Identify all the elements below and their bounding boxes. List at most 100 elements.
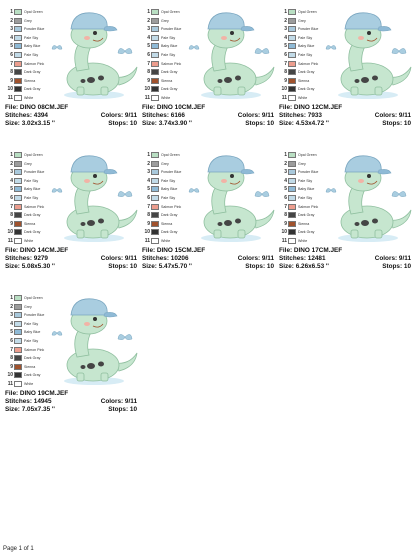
color-name: Dark Gray (24, 373, 41, 378)
color-number: 1 (147, 152, 150, 158)
color-name: White (24, 239, 34, 243)
color-name: Baby Blue (24, 44, 41, 49)
color-row: 6 Pale Sky (281, 194, 312, 202)
color-number: 9 (147, 220, 150, 227)
color-number: 9 (147, 77, 150, 84)
color-swatch (288, 52, 296, 58)
color-number: 8 (10, 212, 13, 219)
stitches: Stitches: 9279 (5, 255, 48, 262)
color-number: 8 (10, 355, 13, 362)
color-number: 2 (284, 17, 287, 24)
size: Size: 4.53x4.72 '' (279, 120, 329, 127)
color-row: 11 White (281, 94, 307, 102)
color-row: 1 Opal Green (144, 151, 180, 159)
color-name: Baby Blue (24, 187, 41, 192)
color-swatch (14, 295, 22, 301)
color-name: White (161, 96, 171, 100)
color-number: 10 (144, 229, 150, 236)
color-number: 7 (284, 60, 287, 67)
color-name: Sienna (161, 78, 173, 83)
color-name: Dark Gray (298, 87, 315, 92)
color-row: 4 Pale Sky (144, 177, 175, 185)
color-number: 9 (284, 220, 287, 227)
stops: Stops: 10 (245, 120, 274, 127)
color-number: 8 (284, 69, 287, 76)
color-swatch (14, 177, 22, 184)
color-name: Dark Gray (161, 213, 178, 218)
color-name: White (298, 96, 308, 100)
color-swatch (14, 381, 22, 387)
color-swatch (151, 238, 159, 244)
color-row: 6 Pale Sky (144, 51, 175, 59)
color-name: Dark Gray (298, 213, 315, 218)
color-name: Opal Green (161, 153, 180, 157)
color-number: 9 (284, 77, 287, 84)
file-name: File: DINO 12CM.JEF (279, 104, 343, 111)
color-number: 1 (10, 152, 13, 158)
color-swatch (151, 52, 159, 58)
stops: Stops: 10 (382, 120, 411, 127)
color-swatch (151, 34, 159, 41)
color-swatch (151, 86, 159, 93)
color-row: 7 Salmon Pink (7, 60, 44, 68)
stitches: Stitches: 10206 (142, 255, 189, 262)
color-row: 5 Baby Blue (281, 185, 314, 193)
color-name: Pale Sky (24, 339, 39, 343)
color-name: Sienna (298, 221, 310, 226)
color-row: 7 Salmon Pink (7, 346, 44, 354)
color-row: 3 Powder Blue (7, 311, 44, 319)
color-name: Salmon Pink (24, 61, 45, 66)
color-number: 2 (147, 17, 150, 24)
color-name: Pale Sky (298, 178, 313, 183)
color-row: 10 Dark Gray (7, 85, 40, 93)
color-name: White (161, 239, 171, 243)
color-number: 11 (7, 381, 13, 387)
color-name: Sienna (161, 221, 173, 226)
color-number: 1 (284, 9, 287, 15)
color-row: 4 Pale Sky (144, 34, 175, 42)
color-name: Powder Blue (24, 170, 45, 175)
color-swatch (151, 69, 159, 76)
color-number: 3 (284, 26, 287, 33)
colors: Colors: 9/11 (374, 112, 411, 119)
color-row: 6 Pale Sky (7, 51, 38, 59)
color-name: Dark Gray (298, 230, 315, 235)
stops: Stops: 10 (382, 263, 411, 270)
color-name: Dark Gray (161, 87, 178, 92)
color-number: 10 (7, 86, 13, 93)
color-swatch (288, 238, 296, 244)
size: Size: 3.02x3.15 '' (5, 120, 55, 127)
color-number: 2 (10, 17, 13, 24)
color-number: 5 (10, 43, 13, 50)
color-number: 4 (10, 177, 13, 184)
colors: Colors: 9/11 (100, 398, 137, 405)
color-row: 9 Sienna (7, 363, 35, 371)
design-card: 1 Opal Green 2 Grey 3 Powder Blue 4 Pale Sky 5 Ba… (5, 291, 139, 423)
color-swatch (14, 238, 22, 244)
color-number: 2 (147, 160, 150, 167)
color-row: 3 Powder Blue (7, 168, 44, 176)
color-row: 6 Pale Sky (7, 337, 38, 345)
color-swatch (288, 186, 296, 193)
color-name: Salmon Pink (298, 204, 319, 209)
size: Size: 3.74x3.90 '' (142, 120, 192, 127)
color-number: 9 (10, 220, 13, 227)
colors: Colors: 9/11 (100, 112, 137, 119)
color-row: 10 Dark Gray (144, 85, 177, 93)
color-name: Salmon Pink (24, 204, 45, 209)
design-card: 1 Opal Green 2 Grey 3 Powder Blue 4 Pale Sky 5 Ba… (142, 148, 276, 280)
color-swatch (14, 17, 22, 24)
color-row: 10 Dark Gray (281, 228, 314, 236)
design-preview (323, 150, 413, 245)
color-row: 4 Pale Sky (281, 177, 312, 185)
color-number: 5 (284, 43, 287, 50)
color-number: 9 (10, 363, 13, 370)
color-name: Opal Green (24, 296, 43, 300)
color-number: 10 (144, 86, 150, 93)
color-name: Dark Gray (298, 70, 315, 75)
color-swatch (151, 17, 159, 24)
color-swatch (14, 52, 22, 58)
color-row: 9 Sienna (7, 77, 35, 85)
color-name: White (24, 382, 34, 386)
color-name: Salmon Pink (161, 204, 182, 209)
